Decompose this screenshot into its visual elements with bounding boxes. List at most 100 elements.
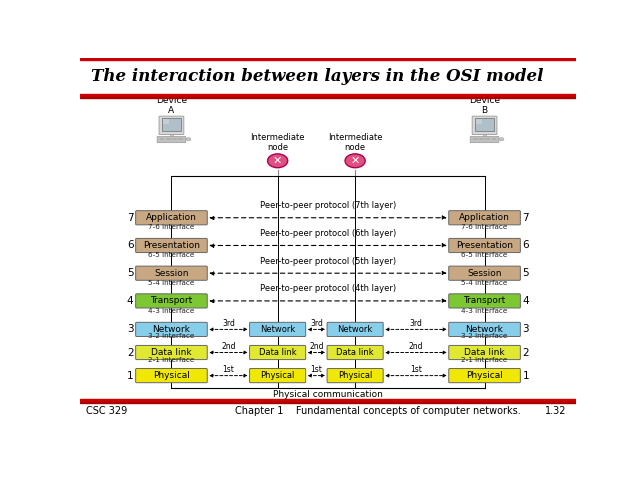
Text: 7: 7 [127, 213, 134, 223]
Text: 3rd: 3rd [222, 319, 235, 328]
FancyBboxPatch shape [449, 211, 520, 225]
Text: 2: 2 [522, 348, 529, 358]
Text: 5: 5 [127, 268, 134, 278]
Text: Application: Application [459, 213, 510, 222]
Text: Transport: Transport [463, 297, 506, 305]
Text: 5-4 interface: 5-4 interface [461, 280, 508, 286]
Text: 4-3 interface: 4-3 interface [148, 308, 195, 314]
FancyBboxPatch shape [136, 239, 207, 252]
Text: 7-6 interface: 7-6 interface [461, 224, 508, 230]
Bar [172, 138, 177, 140]
Text: 3: 3 [522, 324, 529, 335]
Text: 3-2 interface: 3-2 interface [148, 333, 195, 339]
Text: Peer-to-peer protocol (5th layer): Peer-to-peer protocol (5th layer) [260, 256, 396, 265]
Text: Data link: Data link [336, 348, 374, 357]
Text: ✕: ✕ [351, 156, 360, 166]
Bar [80, 94, 576, 96]
Text: CSC 329: CSC 329 [86, 407, 127, 417]
Bar [479, 138, 484, 140]
FancyBboxPatch shape [449, 323, 520, 336]
FancyBboxPatch shape [136, 211, 207, 225]
Text: Presentation: Presentation [143, 241, 200, 250]
FancyBboxPatch shape [250, 369, 306, 383]
Text: Peer-to-peer protocol (4th layer): Peer-to-peer protocol (4th layer) [260, 284, 396, 293]
Text: 2nd: 2nd [309, 342, 324, 351]
Text: Peer-to-peer protocol (6th layer): Peer-to-peer protocol (6th layer) [260, 229, 396, 238]
Text: Transport: Transport [150, 297, 193, 305]
Bar [166, 138, 171, 140]
Ellipse shape [186, 138, 191, 141]
Bar [483, 134, 486, 137]
Text: 1: 1 [522, 371, 529, 381]
Text: 6-5 interface: 6-5 interface [461, 252, 508, 258]
Text: Network: Network [337, 325, 372, 334]
FancyBboxPatch shape [250, 346, 306, 360]
Text: 4: 4 [127, 296, 134, 306]
Text: Intermediate
node: Intermediate node [250, 133, 305, 152]
Text: Device
A: Device A [156, 96, 187, 115]
Text: 4: 4 [522, 296, 529, 306]
FancyBboxPatch shape [327, 323, 383, 336]
FancyBboxPatch shape [449, 239, 520, 252]
Text: Device
B: Device B [469, 96, 500, 115]
Text: 2nd: 2nd [409, 342, 423, 351]
Text: The interaction between layers in the OSI model: The interaction between layers in the OS… [91, 68, 543, 85]
FancyBboxPatch shape [449, 369, 520, 383]
Text: Network: Network [260, 325, 295, 334]
Text: 1.32: 1.32 [545, 407, 566, 417]
Bar [473, 138, 477, 140]
Text: ✕: ✕ [273, 156, 282, 166]
FancyBboxPatch shape [449, 294, 520, 308]
Text: Peer-to-peer protocol (7th layer): Peer-to-peer protocol (7th layer) [260, 201, 396, 210]
Text: Physical communication: Physical communication [273, 390, 383, 399]
Text: 2-1 interface: 2-1 interface [461, 357, 508, 363]
Text: Network: Network [466, 325, 504, 334]
FancyBboxPatch shape [472, 116, 497, 134]
Text: 1st: 1st [310, 365, 323, 374]
Text: 3: 3 [127, 324, 134, 335]
Text: 2nd: 2nd [221, 342, 236, 351]
Bar [162, 119, 180, 131]
Bar [179, 138, 183, 140]
Text: 3rd: 3rd [410, 319, 422, 328]
Bar [492, 138, 496, 140]
Bar [163, 119, 169, 124]
FancyBboxPatch shape [327, 346, 383, 360]
FancyBboxPatch shape [449, 346, 520, 360]
Bar [80, 399, 576, 401]
Text: Data link: Data link [151, 348, 192, 357]
Text: 5: 5 [522, 268, 529, 278]
Text: Data link: Data link [259, 348, 296, 357]
Text: 4-3 interface: 4-3 interface [461, 308, 508, 314]
Ellipse shape [499, 138, 504, 141]
Bar [476, 119, 482, 124]
Bar [160, 138, 164, 140]
Text: 1st: 1st [223, 365, 234, 374]
FancyBboxPatch shape [136, 266, 207, 280]
Text: Presentation: Presentation [456, 241, 513, 250]
Text: Physical: Physical [338, 371, 372, 380]
Text: 1st: 1st [410, 365, 422, 374]
Ellipse shape [268, 154, 288, 168]
Ellipse shape [345, 154, 365, 168]
Text: 6-5 interface: 6-5 interface [148, 252, 195, 258]
Text: Application: Application [146, 213, 197, 222]
Text: Session: Session [467, 269, 502, 278]
Text: Physical: Physical [260, 371, 295, 380]
Bar [485, 138, 490, 140]
FancyBboxPatch shape [136, 323, 207, 336]
FancyBboxPatch shape [136, 294, 207, 308]
Bar [476, 119, 494, 131]
FancyBboxPatch shape [157, 136, 186, 143]
Text: 3-2 interface: 3-2 interface [461, 333, 508, 339]
Bar [170, 134, 173, 137]
Text: Chapter 1    Fundamental concepts of computer networks.: Chapter 1 Fundamental concepts of comput… [235, 407, 521, 417]
FancyBboxPatch shape [449, 266, 520, 280]
Text: 1: 1 [127, 371, 134, 381]
FancyBboxPatch shape [250, 323, 306, 336]
Bar [80, 402, 576, 403]
FancyBboxPatch shape [327, 369, 383, 383]
Text: 5-4 interface: 5-4 interface [148, 280, 195, 286]
Text: Physical: Physical [466, 371, 503, 380]
Text: Intermediate
node: Intermediate node [328, 133, 382, 152]
